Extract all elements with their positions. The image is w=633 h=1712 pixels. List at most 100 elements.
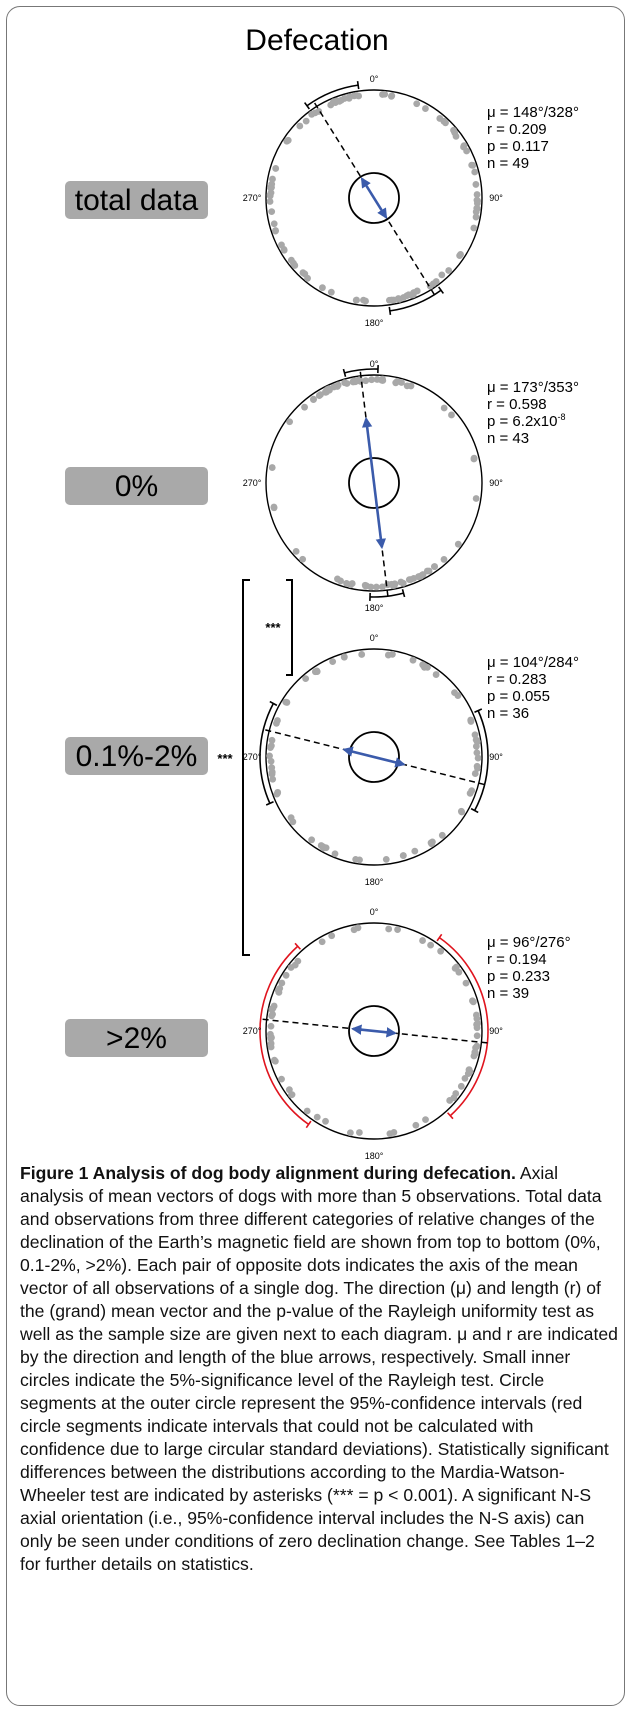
- observation-dot: [445, 267, 453, 274]
- observation-dot: [453, 963, 460, 971]
- observation-dot: [407, 291, 415, 299]
- observation-dot: [329, 658, 337, 666]
- observation-dot: [432, 278, 440, 285]
- observation-dot: [409, 656, 417, 664]
- observation-dot: [422, 1116, 429, 1124]
- observation-dot: [349, 378, 357, 386]
- observation-dots: [266, 924, 482, 1138]
- confidence-interval-tick: [265, 801, 274, 806]
- observation-dot: [454, 540, 462, 548]
- observation-dot: [289, 818, 297, 826]
- category-label: 0%: [115, 470, 158, 503]
- observation-dot: [450, 1094, 458, 1102]
- observation-dot: [278, 979, 286, 987]
- observation-dot: [471, 168, 479, 176]
- mean-vector-arrow: [342, 746, 406, 768]
- observation-dot: [337, 577, 344, 585]
- south-label: 180°: [365, 603, 384, 613]
- observation-dot: [460, 143, 467, 151]
- observation-dot: [283, 137, 291, 145]
- stat-r: r = 0.194: [487, 951, 547, 968]
- observation-dot: [355, 1129, 363, 1136]
- observation-dot: [270, 220, 278, 228]
- observation-dot: [471, 731, 479, 739]
- south-label: 180°: [365, 877, 384, 887]
- observation-dot: [411, 847, 419, 855]
- observation-dot: [469, 997, 476, 1005]
- observation-dot: [275, 988, 283, 996]
- observation-dot: [268, 464, 276, 471]
- north-label: 0°: [370, 359, 379, 369]
- category-label: >2%: [106, 1022, 167, 1055]
- observation-dot: [431, 563, 439, 570]
- observation-dot: [267, 1022, 275, 1030]
- observation-dot: [266, 192, 274, 200]
- observation-dot: [352, 296, 360, 304]
- observation-dot: [472, 181, 480, 188]
- observation-dot: [472, 213, 480, 221]
- observation-dot: [268, 764, 276, 772]
- observation-dot: [403, 382, 411, 390]
- observation-dot: [308, 110, 316, 118]
- category-label-box: [65, 467, 208, 505]
- observation-dot: [432, 671, 440, 678]
- observation-dot: [267, 742, 275, 750]
- observation-dot: [346, 1129, 354, 1137]
- observation-dot: [440, 404, 448, 412]
- mean-vector-arrow: [361, 416, 387, 550]
- observation-dot: [467, 716, 475, 724]
- observation-dot: [388, 296, 395, 304]
- observation-dot: [267, 757, 275, 765]
- confidence-interval-tick: [401, 589, 406, 598]
- stat-n: n = 36: [487, 705, 529, 722]
- observation-dot: [395, 295, 403, 303]
- observation-dot: [470, 224, 478, 232]
- observation-dot: [472, 742, 480, 750]
- observation-dot: [356, 856, 363, 864]
- observation-dot: [308, 836, 316, 844]
- observation-dot: [267, 184, 274, 192]
- observation-dot: [272, 165, 280, 172]
- observation-dot: [378, 583, 386, 591]
- south-label: 180°: [365, 318, 384, 328]
- east-label: 90°: [489, 752, 503, 762]
- observation-dot: [347, 581, 355, 588]
- confidence-interval-arc: [259, 703, 275, 804]
- stat-p: p = 0.233: [487, 968, 550, 985]
- observation-dot: [280, 245, 288, 253]
- observation-dot: [422, 105, 429, 112]
- observation-dot: [327, 288, 335, 296]
- observation-dot: [362, 297, 369, 305]
- observation-dot: [455, 968, 463, 976]
- west-label: 270°: [243, 193, 262, 203]
- observation-dots: [266, 90, 482, 305]
- observation-dot: [358, 651, 366, 658]
- north-label: 0°: [370, 633, 379, 643]
- observation-dot: [391, 580, 399, 588]
- observation-dot: [266, 752, 273, 760]
- observation-dot: [448, 411, 455, 419]
- observation-dot: [438, 271, 446, 279]
- observation-dot: [399, 852, 407, 860]
- observation-dot: [291, 262, 299, 269]
- confidence-interval-tick: [470, 807, 479, 814]
- confidence-interval-tick: [303, 102, 310, 110]
- observation-dot: [458, 808, 466, 816]
- observation-dot: [470, 455, 478, 463]
- observation-dot: [473, 196, 481, 204]
- significance-circle: [348, 172, 400, 224]
- confidence-interval-tick: [438, 286, 445, 294]
- observation-dot: [269, 775, 277, 783]
- observation-dot: [428, 840, 435, 848]
- observation-dot: [473, 204, 481, 212]
- confidence-interval-arc: [306, 84, 359, 107]
- east-label: 90°: [489, 193, 503, 203]
- observation-dot: [303, 1107, 311, 1115]
- observation-dot: [419, 937, 426, 944]
- observation-dot: [352, 91, 360, 99]
- observation-dot: [296, 122, 304, 130]
- observation-dot: [326, 386, 333, 394]
- observation-dot: [269, 175, 276, 183]
- observation-dot: [345, 94, 353, 102]
